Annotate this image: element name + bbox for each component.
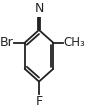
Text: Br: Br (0, 36, 14, 49)
Text: F: F (35, 95, 43, 108)
Text: CH₃: CH₃ (63, 36, 85, 49)
Text: N: N (34, 2, 44, 15)
